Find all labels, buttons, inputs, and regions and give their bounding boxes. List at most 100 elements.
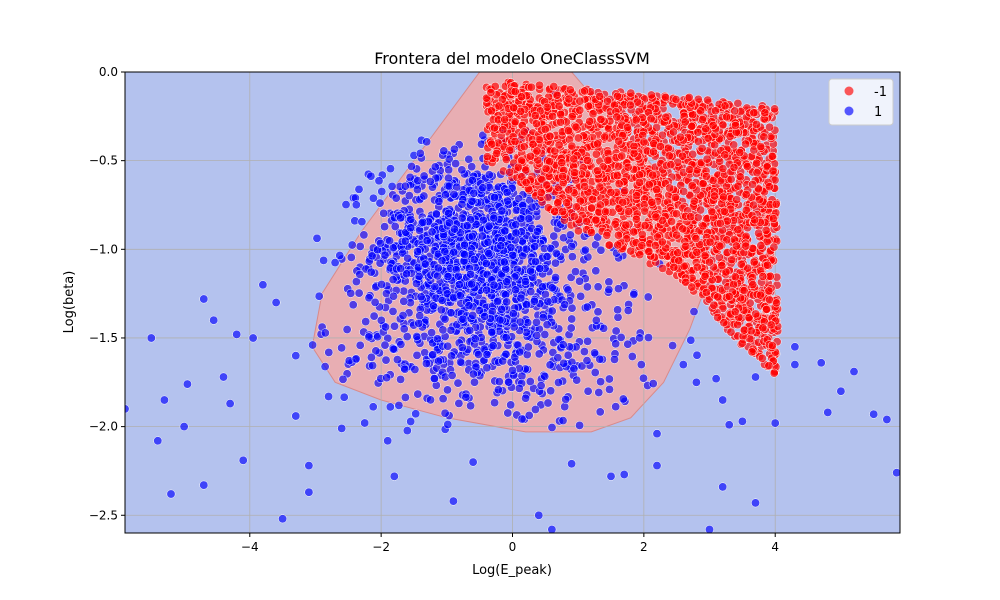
data-point-series-1 xyxy=(534,510,544,520)
data-point-series-1 xyxy=(346,288,356,298)
data-point-series-minus1 xyxy=(724,291,734,301)
data-point-series-minus1 xyxy=(673,248,683,258)
data-point-series-minus1 xyxy=(686,212,696,222)
data-point-series-minus1 xyxy=(763,260,772,270)
data-point-series-1 xyxy=(582,302,592,312)
data-point-series-1 xyxy=(593,282,603,292)
data-point-series-1 xyxy=(412,350,422,360)
data-point-series-1 xyxy=(370,297,380,307)
data-point-series-minus1 xyxy=(606,187,616,197)
data-point-series-minus1 xyxy=(635,250,645,260)
data-point-series-minus1 xyxy=(557,158,567,168)
data-point-series-1 xyxy=(381,355,391,365)
data-point-series-1 xyxy=(464,154,474,164)
data-point-series-minus1 xyxy=(545,131,555,141)
data-point-series-1 xyxy=(312,233,322,243)
data-point-series-1 xyxy=(477,231,487,241)
data-point-series-1 xyxy=(493,385,503,395)
data-point-series-1 xyxy=(542,320,552,330)
data-point-series-1 xyxy=(686,335,696,345)
data-point-series-minus1 xyxy=(651,212,661,222)
data-point-series-minus1 xyxy=(510,87,520,96)
data-point-series-minus1 xyxy=(569,154,579,164)
y-tick-label: −0.5 xyxy=(89,154,118,168)
data-point-series-minus1 xyxy=(542,180,551,190)
data-point-series-1 xyxy=(478,183,488,193)
data-point-series-minus1 xyxy=(487,106,496,116)
data-point-series-minus1 xyxy=(553,198,563,208)
data-point-series-minus1 xyxy=(764,182,774,192)
data-point-series-1 xyxy=(412,332,422,341)
data-point-series-1 xyxy=(337,343,347,353)
data-point-series-1 xyxy=(551,248,561,258)
data-point-series-minus1 xyxy=(769,242,779,252)
data-point-series-1 xyxy=(438,325,448,335)
data-point-series-minus1 xyxy=(612,171,622,181)
data-point-series-1 xyxy=(383,436,393,446)
data-point-series-1 xyxy=(444,154,454,164)
data-point-series-1 xyxy=(497,206,507,216)
data-point-series-1 xyxy=(338,374,348,384)
data-point-series-1 xyxy=(381,322,390,332)
data-point-series-minus1 xyxy=(573,133,583,143)
data-point-series-minus1 xyxy=(601,207,610,217)
data-point-series-1 xyxy=(575,420,585,430)
data-point-series-1 xyxy=(678,360,688,370)
data-point-series-1 xyxy=(506,400,516,410)
data-point-series-minus1 xyxy=(769,368,779,378)
data-point-series-minus1 xyxy=(542,102,552,112)
data-point-series-1 xyxy=(470,334,480,344)
data-point-series-1 xyxy=(402,332,412,342)
data-point-series-1 xyxy=(444,181,454,191)
data-point-series-1 xyxy=(355,269,365,279)
data-point-series-1 xyxy=(502,187,512,197)
data-point-series-1 xyxy=(501,333,511,342)
data-point-series-1 xyxy=(388,275,398,285)
data-point-series-minus1 xyxy=(556,117,565,127)
data-point-series-1 xyxy=(567,459,577,469)
data-point-series-1 xyxy=(413,247,423,256)
data-point-series-1 xyxy=(361,317,371,327)
data-point-series-1 xyxy=(546,386,556,396)
data-point-series-minus1 xyxy=(521,178,531,187)
data-point-series-minus1 xyxy=(730,272,740,282)
data-point-series-1 xyxy=(504,377,514,387)
data-point-series-1 xyxy=(443,420,453,429)
data-point-series-minus1 xyxy=(741,189,751,199)
data-point-series-1 xyxy=(291,351,301,361)
scatter-points xyxy=(125,77,900,533)
data-point-series-minus1 xyxy=(548,111,557,121)
data-point-series-1 xyxy=(521,393,531,403)
data-point-series-1 xyxy=(421,359,431,368)
x-tick-label: −4 xyxy=(241,540,259,554)
data-point-series-1 xyxy=(711,374,721,384)
data-point-series-1 xyxy=(385,236,395,246)
data-point-series-minus1 xyxy=(564,185,574,195)
data-point-series-minus1 xyxy=(766,320,776,330)
data-point-series-minus1 xyxy=(519,127,529,137)
data-point-series-minus1 xyxy=(621,220,631,230)
data-point-series-1 xyxy=(399,286,409,296)
data-point-series-minus1 xyxy=(672,209,681,219)
data-point-series-minus1 xyxy=(730,106,740,116)
data-point-series-minus1 xyxy=(591,215,601,225)
data-point-series-1 xyxy=(823,407,833,417)
data-point-series-minus1 xyxy=(715,241,725,251)
data-point-series-1 xyxy=(341,200,351,210)
data-point-series-1 xyxy=(380,250,390,260)
data-point-series-minus1 xyxy=(765,122,775,132)
data-point-series-1 xyxy=(422,236,432,246)
data-point-series-minus1 xyxy=(585,116,595,126)
data-point-series-1 xyxy=(324,392,334,401)
data-point-series-1 xyxy=(467,196,477,206)
data-point-series-1 xyxy=(411,409,421,419)
data-point-series-minus1 xyxy=(532,146,542,156)
data-point-series-minus1 xyxy=(593,139,603,149)
data-point-series-1 xyxy=(606,471,616,481)
data-point-series-1 xyxy=(371,346,381,356)
data-point-series-1 xyxy=(482,350,492,359)
data-point-series-minus1 xyxy=(748,280,758,290)
data-point-series-1 xyxy=(480,311,490,321)
data-point-series-1 xyxy=(547,306,557,316)
data-point-series-minus1 xyxy=(720,150,730,160)
